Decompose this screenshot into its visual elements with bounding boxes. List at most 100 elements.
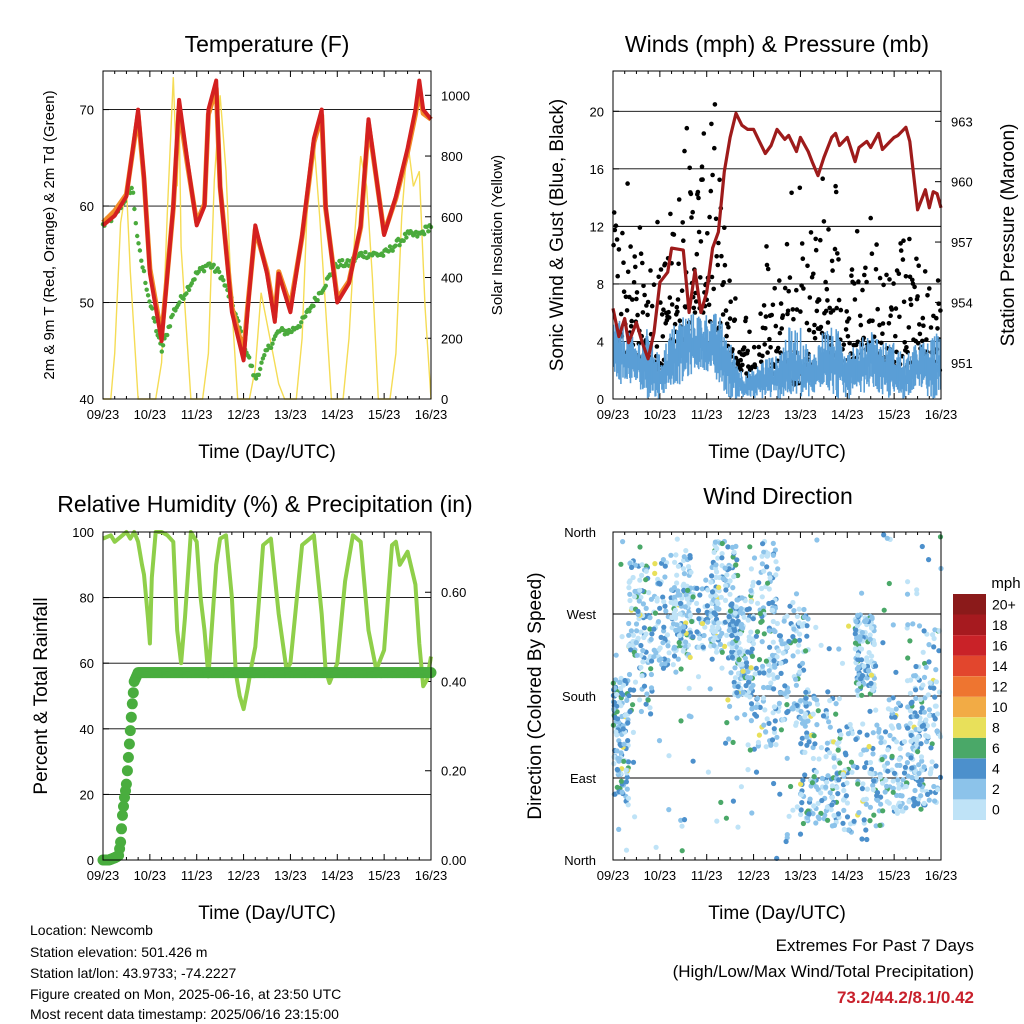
direction-point: [742, 655, 749, 661]
gust-point: [763, 326, 768, 331]
direction-point: [670, 621, 677, 627]
precip-point: [125, 711, 137, 723]
direction-point: [906, 799, 912, 805]
direction-point: [803, 648, 809, 654]
colorbar-swatch: [953, 799, 986, 820]
direction-point: [768, 680, 774, 686]
dewpoint-point: [144, 287, 149, 292]
direction-point: [896, 700, 902, 706]
direction-point: [931, 722, 937, 728]
winds-title: Winds (mph) & Pressure (mb): [625, 31, 929, 57]
direction-point: [648, 666, 654, 672]
direction-point: [752, 711, 758, 717]
direction-point: [890, 778, 896, 784]
direction-point: [696, 644, 702, 650]
direction-point: [640, 647, 646, 654]
direction-point: [840, 820, 846, 826]
direction-point: [648, 636, 654, 643]
precip-point: [121, 765, 133, 777]
direction-point: [736, 657, 742, 663]
gust-point: [722, 262, 728, 268]
direction-point: [811, 733, 817, 739]
gust-point: [711, 286, 716, 292]
direction-point: [841, 826, 847, 833]
direction-point: [895, 777, 901, 783]
dewpoint-point: [426, 229, 431, 234]
direction-point: [647, 615, 653, 621]
direction-point: [921, 628, 927, 634]
dewpoint-point: [249, 363, 255, 369]
winds-xtick-label: 09/23: [597, 407, 630, 422]
direction-point: [614, 748, 620, 754]
winds-frame: [612, 70, 942, 400]
gust-point: [767, 336, 772, 342]
direction-point: [673, 669, 679, 675]
direction-point: [654, 595, 660, 601]
winds-y2tick-label: 957: [951, 235, 973, 250]
dewpoint-point: [311, 303, 316, 309]
humidity-xtick-label: 13/23: [274, 868, 307, 883]
direction-point: [674, 536, 680, 542]
gust-point: [852, 297, 858, 302]
direction-point: [811, 803, 817, 809]
direction-point: [613, 652, 619, 658]
direction-point: [932, 694, 938, 700]
dewpoint-point: [299, 320, 304, 325]
gust-point: [854, 229, 860, 234]
gust-point: [765, 266, 771, 272]
gust-point: [833, 183, 838, 189]
gust-point: [811, 329, 817, 335]
extremes-values: 73.2/44.2/8.1/0.42: [836, 988, 974, 1007]
gust-point: [846, 316, 852, 321]
direction-point: [731, 549, 737, 555]
direction-point: [861, 663, 867, 669]
dewpoint-point: [177, 300, 182, 305]
direction-point: [760, 663, 766, 669]
direction-point: [798, 698, 804, 704]
gust-point: [908, 302, 914, 308]
temp-2m-line: [101, 78, 433, 363]
gust-point: [870, 318, 875, 324]
colorbar-label: 18: [992, 617, 1008, 633]
gust-point: [888, 313, 893, 319]
direction-point: [919, 777, 925, 783]
direction-point: [880, 808, 886, 814]
humidity-title: Relative Humidity (%) & Precipitation (i…: [57, 491, 472, 517]
direction-point: [925, 692, 931, 698]
gust-point: [649, 303, 655, 309]
gust-point: [712, 145, 717, 151]
direction-point: [732, 610, 739, 616]
colorbar-swatch: [953, 758, 986, 779]
direction-point: [711, 629, 717, 635]
direction-point: [824, 804, 831, 810]
direction-point: [798, 708, 804, 715]
gust-point: [769, 312, 774, 318]
direction-point: [709, 656, 715, 662]
direction-point: [666, 753, 672, 759]
dewpoint-point: [201, 269, 207, 274]
direction-point: [745, 767, 751, 773]
gust-point: [924, 337, 929, 342]
direction-point: [782, 691, 788, 697]
direction-point: [634, 652, 640, 658]
direction-point: [776, 633, 783, 639]
direction-point: [661, 599, 667, 605]
gust-point: [830, 308, 836, 313]
direction-point: [738, 784, 745, 790]
gust-point: [790, 307, 796, 312]
direction-point: [648, 671, 655, 678]
direction-point: [620, 539, 626, 545]
direction-point: [626, 632, 632, 638]
gust-point: [733, 296, 738, 301]
temperature-xtick-label: 16/23: [415, 407, 448, 422]
direction-point: [621, 741, 627, 747]
dewpoint-point: [217, 269, 222, 275]
gust-point: [691, 305, 697, 311]
gust-point: [739, 367, 744, 373]
dewpoint-point: [165, 332, 170, 338]
humidity-ytick-label: 80: [80, 591, 94, 606]
humidity-ytick-label: 60: [80, 656, 94, 671]
gust-point: [935, 278, 941, 283]
gust-point: [675, 297, 681, 302]
temperature-y2tick-label: 200: [441, 331, 463, 346]
